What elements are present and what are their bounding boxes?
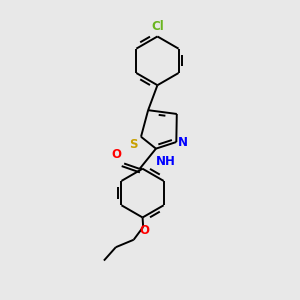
Text: Cl: Cl (151, 20, 164, 33)
Text: S: S (130, 138, 138, 151)
Text: O: O (112, 148, 122, 161)
Text: N: N (178, 136, 188, 148)
Text: O: O (139, 224, 149, 237)
Text: NH: NH (156, 155, 176, 168)
